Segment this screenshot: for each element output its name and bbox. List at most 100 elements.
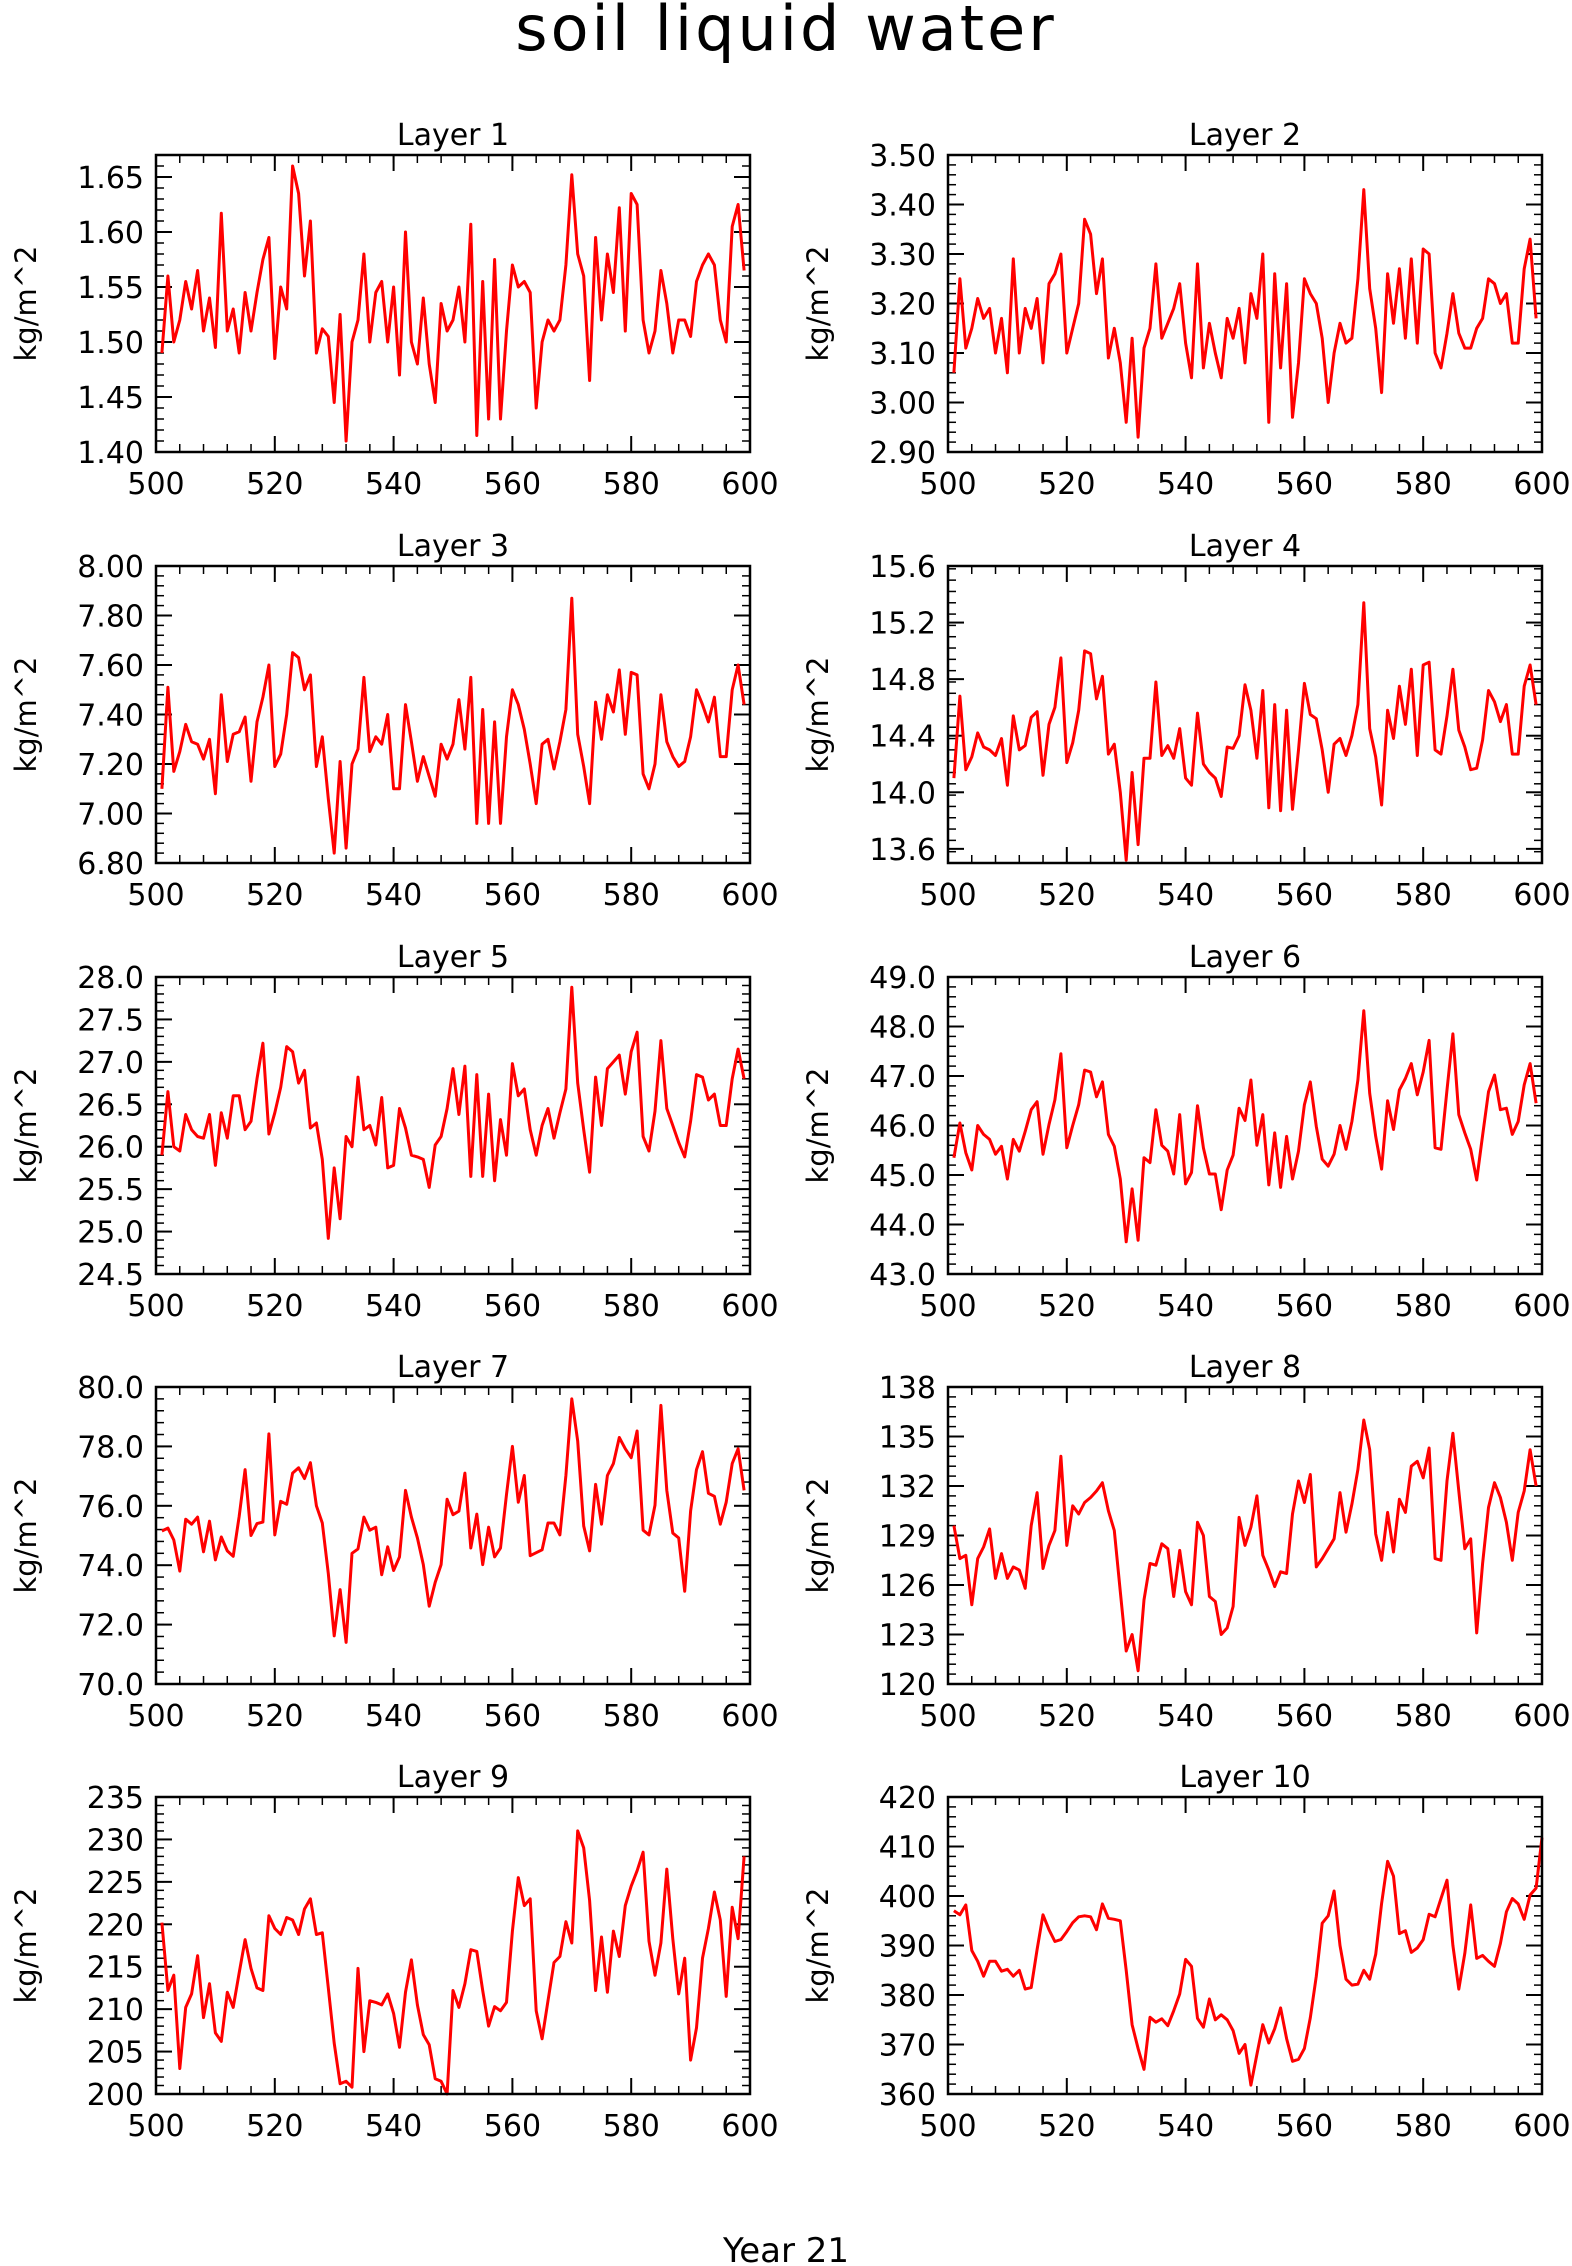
y-tick-label: 1.65	[77, 161, 144, 196]
y-tick-label: 3.50	[869, 139, 936, 174]
x-tick-label: 500	[919, 2109, 976, 2144]
y-tick-label: 76.0	[77, 1490, 144, 1525]
y-tick-label: 27.0	[77, 1046, 144, 1081]
plot-frame	[154, 975, 752, 1276]
y-tick-label: 44.0	[869, 1209, 936, 1244]
chart-layer-1: Layer 1 kg/m^2 500 520 540 560 580 600 1.40 1.45 1…	[9, 118, 779, 502]
x-tick-label: 500	[127, 1699, 184, 1734]
x-tick-label: 500	[919, 1289, 976, 1324]
y-tick-label: 1.45	[77, 381, 144, 416]
x-tick-label: 580	[1395, 2109, 1452, 2144]
x-tick-label: 520	[1038, 1699, 1095, 1734]
chart-layer-10: Layer 10 kg/m^2 500 520 540 560 580 600 360 370 38…	[801, 1760, 1571, 2144]
y-tick-label: 26.0	[77, 1131, 144, 1166]
series-line	[952, 188, 1538, 439]
figure-x-axis-label: Year 21	[722, 2231, 849, 2266]
chart-title: Layer 6	[1189, 940, 1301, 975]
y-tick-label: 28.0	[77, 961, 144, 996]
y-tick-label: 230	[87, 1823, 144, 1858]
y-tick-label: 25.0	[77, 1216, 144, 1251]
y-axis-label: kg/m^2	[801, 1888, 835, 2004]
chart-layer-4: Layer 4 kg/m^2 500 520 540 560 580 600 13.6 14.0 1…	[801, 529, 1571, 913]
chart-layer-8: Layer 8 kg/m^2 500 520 540 560 580 600 120 123 126…	[801, 1350, 1571, 1734]
y-tick-label: 1.50	[77, 326, 144, 361]
x-tick-label: 540	[1157, 2109, 1214, 2144]
x-tick-label: 540	[365, 2109, 422, 2144]
x-tick-label: 520	[246, 2109, 303, 2144]
y-tick-label: 48.0	[869, 1011, 936, 1046]
x-tick-label: 500	[919, 1699, 976, 1734]
x-tick-label: 580	[603, 878, 660, 913]
y-tick-label: 410	[879, 1831, 936, 1866]
series-line	[952, 1009, 1538, 1244]
x-tick-label: 500	[127, 878, 184, 913]
chart-title: Layer 9	[397, 1760, 509, 1795]
y-tick-label: 210	[87, 1993, 144, 2028]
x-tick-label: 600	[721, 1289, 778, 1324]
y-tick-label: 25.5	[77, 1173, 144, 1208]
x-tick-label: 560	[1276, 2109, 1333, 2144]
y-tick-label: 3.30	[869, 238, 936, 273]
y-tick-label: 49.0	[869, 961, 936, 996]
y-tick-label: 70.0	[77, 1668, 144, 1703]
y-tick-label: 2.90	[869, 436, 936, 471]
x-tick-label: 600	[1513, 467, 1570, 502]
y-axis-label: kg/m^2	[801, 1478, 835, 1594]
y-axis-label: kg/m^2	[9, 657, 43, 773]
x-tick-label: 560	[484, 1289, 541, 1324]
x-tick-label: 580	[1395, 1289, 1452, 1324]
x-tick-label: 560	[484, 1699, 541, 1734]
x-tick-label: 560	[484, 467, 541, 502]
y-axis-label: kg/m^2	[801, 246, 835, 362]
chart-title: Layer 1	[397, 118, 509, 153]
series-line	[160, 596, 746, 855]
y-tick-label: 126	[879, 1569, 936, 1604]
x-tick-label: 520	[1038, 467, 1095, 502]
y-tick-label: 15.6	[869, 550, 936, 585]
y-tick-label: 135	[879, 1421, 936, 1456]
plot-frame	[154, 564, 752, 865]
x-tick-label: 580	[1395, 878, 1452, 913]
x-tick-label: 500	[127, 2109, 184, 2144]
y-tick-label: 7.20	[77, 748, 144, 783]
chart-layer-2: Layer 2 kg/m^2 500 520 540 560 580 600 2.90 3.00 3…	[801, 118, 1571, 502]
y-tick-label: 15.2	[869, 607, 936, 642]
y-tick-label: 78.0	[77, 1430, 144, 1465]
x-tick-label: 600	[721, 1699, 778, 1734]
x-tick-label: 540	[1157, 1699, 1214, 1734]
chart-panels: Layer 1 kg/m^2 500 520 540 560 580 600 1.40 1.45 1…	[9, 118, 1571, 2144]
chart-layer-3: Layer 3 kg/m^2 500 520 540 560 580 600 6.80 7.00 7…	[9, 529, 779, 913]
x-tick-label: 540	[365, 1289, 422, 1324]
y-axis-label: kg/m^2	[9, 246, 43, 362]
plot-frame	[154, 153, 752, 454]
series-line	[160, 164, 746, 443]
series-line	[161, 1397, 746, 1644]
y-tick-label: 235	[87, 1781, 144, 1816]
plot-frame	[946, 153, 1544, 454]
x-tick-label: 520	[246, 1289, 303, 1324]
y-tick-label: 13.6	[869, 833, 936, 868]
y-axis-label: kg/m^2	[9, 1068, 43, 1184]
x-tick-label: 600	[1513, 1289, 1570, 1324]
chart-title: Layer 8	[1189, 1350, 1301, 1385]
x-tick-label: 540	[365, 467, 422, 502]
series-line	[160, 1829, 746, 2096]
series-line	[952, 1418, 1538, 1673]
x-tick-label: 560	[1276, 467, 1333, 502]
x-tick-label: 600	[1513, 2109, 1570, 2144]
figure-title: soil liquid water	[515, 0, 1056, 65]
series-line	[952, 601, 1538, 862]
y-tick-label: 129	[879, 1520, 936, 1555]
x-tick-label: 600	[721, 467, 778, 502]
x-tick-label: 520	[1038, 2109, 1095, 2144]
x-tick-label: 540	[1157, 1289, 1214, 1324]
y-tick-label: 3.10	[869, 337, 936, 372]
y-tick-label: 1.55	[77, 271, 144, 306]
series-line	[160, 985, 746, 1240]
y-tick-label: 3.00	[869, 387, 936, 422]
x-tick-label: 540	[365, 1699, 422, 1734]
y-tick-label: 3.40	[869, 189, 936, 224]
plot-frame	[154, 1385, 752, 1686]
y-tick-label: 380	[879, 1979, 936, 2014]
